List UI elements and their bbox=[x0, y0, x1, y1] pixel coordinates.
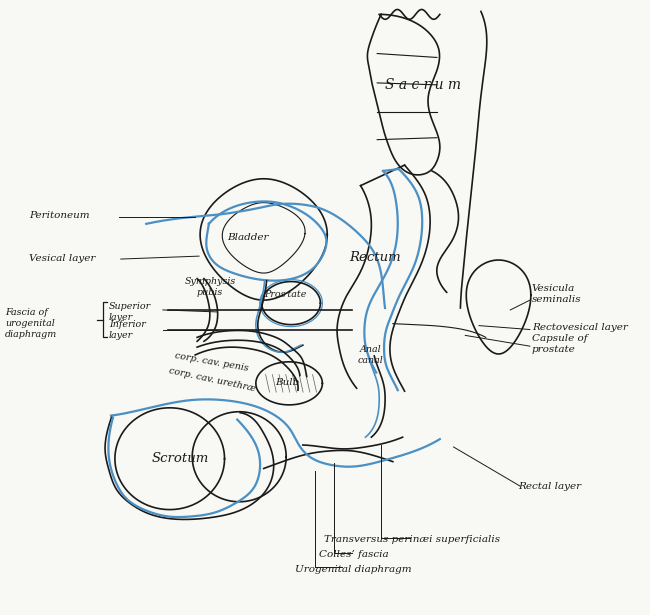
Text: Fascia of
urogenital
diaphragm: Fascia of urogenital diaphragm bbox=[5, 308, 58, 339]
Text: Anal
canal: Anal canal bbox=[358, 345, 384, 365]
Text: Pros tate: Pros tate bbox=[264, 290, 306, 299]
Text: Symphysis
pubis: Symphysis pubis bbox=[184, 277, 235, 298]
Text: Peritoneum: Peritoneum bbox=[29, 210, 90, 220]
Text: Rectum: Rectum bbox=[349, 250, 401, 264]
Text: Inferior
layer: Inferior layer bbox=[109, 320, 146, 340]
Text: Urogenital diaphragm: Urogenital diaphragm bbox=[295, 565, 412, 574]
Text: S a c r u m: S a c r u m bbox=[385, 78, 461, 92]
Text: Scrotum: Scrotum bbox=[152, 452, 209, 465]
Text: Capsule of
prostate: Capsule of prostate bbox=[532, 334, 588, 354]
Text: Rectovesical layer: Rectovesical layer bbox=[532, 323, 628, 332]
Text: Bulb: Bulb bbox=[275, 378, 299, 387]
Text: Rectal layer: Rectal layer bbox=[518, 482, 581, 491]
Text: Colles’ fascia: Colles’ fascia bbox=[319, 550, 389, 559]
Text: Vesicula
seminalis: Vesicula seminalis bbox=[532, 284, 582, 304]
Text: corp. cav. urethræ: corp. cav. urethræ bbox=[168, 366, 256, 393]
Text: Transversus perinæi superficialis: Transversus perinæi superficialis bbox=[324, 536, 500, 544]
Text: Superior
layer: Superior layer bbox=[109, 302, 151, 322]
Text: Vesical layer: Vesical layer bbox=[29, 253, 95, 263]
Text: Bladder: Bladder bbox=[227, 233, 268, 242]
Text: corp. cav. penis: corp. cav. penis bbox=[174, 351, 250, 373]
